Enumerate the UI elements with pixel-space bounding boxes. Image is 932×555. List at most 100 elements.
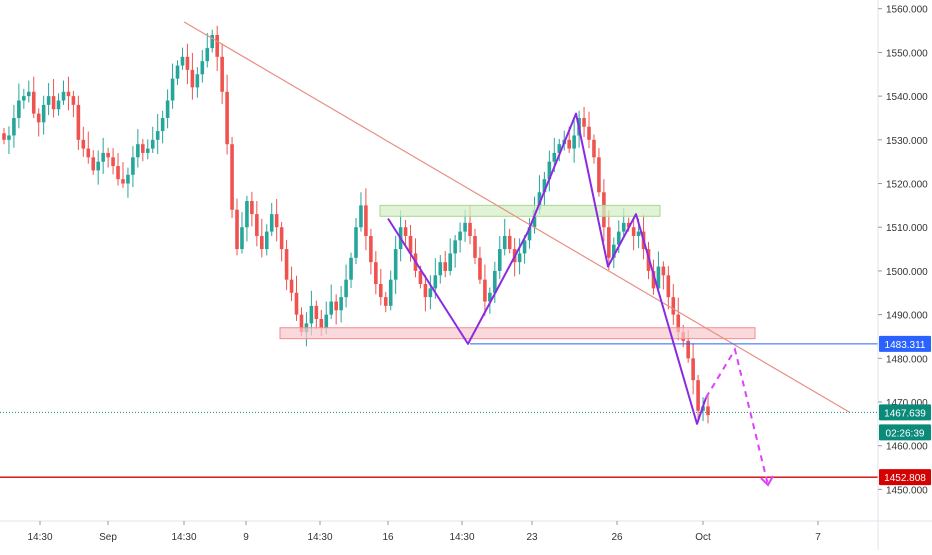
countdown-tag: 02:26:39 bbox=[879, 424, 931, 441]
candle-body bbox=[86, 148, 91, 158]
candle-body bbox=[61, 91, 66, 101]
candle-body bbox=[289, 279, 294, 293]
candle-body bbox=[621, 222, 626, 232]
y-tick-label: 1540.000 bbox=[886, 92, 928, 103]
price-labels-layer: 1483.311 1467.639 02:26:39 1452.808 bbox=[879, 335, 931, 486]
candle-body bbox=[656, 266, 661, 289]
price-tag-lower: 1452.808 bbox=[879, 469, 931, 486]
x-tick-label: 14:30 bbox=[307, 532, 332, 543]
x-tick-label: 14:30 bbox=[171, 532, 196, 543]
candle-body bbox=[661, 266, 666, 276]
drawings-layer bbox=[0, 21, 878, 487]
candle-body bbox=[180, 56, 185, 66]
price-tag-lower-bg bbox=[879, 469, 931, 486]
candle-body bbox=[651, 270, 656, 289]
candle-body bbox=[443, 262, 448, 271]
x-tick-label: 14:30 bbox=[27, 532, 52, 543]
descending-trendline bbox=[183, 21, 851, 414]
candle-body bbox=[155, 131, 160, 140]
candle-body bbox=[483, 279, 487, 302]
candle-body bbox=[264, 231, 269, 250]
candle-body bbox=[527, 227, 532, 241]
candle-body bbox=[438, 262, 443, 276]
candle-body bbox=[324, 314, 329, 328]
candle-body bbox=[473, 235, 477, 258]
candle-body bbox=[235, 209, 239, 250]
candle-body bbox=[542, 179, 547, 193]
candle-body bbox=[502, 235, 507, 250]
candle-body bbox=[225, 91, 229, 145]
candle-body bbox=[71, 96, 76, 105]
candle-body bbox=[141, 144, 145, 153]
support-zone bbox=[279, 327, 756, 340]
price-tag-current: 1467.639 bbox=[879, 404, 931, 421]
candle-body bbox=[612, 244, 616, 258]
zigzag-pattern bbox=[387, 112, 707, 425]
candle-body bbox=[626, 222, 631, 228]
x-tick-label: 16 bbox=[382, 532, 394, 543]
candle-body bbox=[200, 61, 205, 75]
candle-body bbox=[314, 305, 319, 319]
x-tick-label: 9 bbox=[243, 532, 249, 543]
candle-body bbox=[478, 257, 482, 280]
price-tag-upper: 1483.311 bbox=[879, 335, 931, 352]
candle-body bbox=[388, 279, 393, 306]
candle-body bbox=[294, 292, 299, 315]
candle-body bbox=[205, 48, 210, 62]
candle-body bbox=[250, 201, 254, 215]
candle-body bbox=[121, 179, 125, 184]
y-tick-label: 1510.000 bbox=[886, 223, 928, 234]
candle-body bbox=[17, 100, 21, 118]
candle-body bbox=[607, 227, 611, 258]
candle-body bbox=[81, 139, 86, 149]
y-tick-label: 1480.000 bbox=[886, 354, 928, 365]
candle-body bbox=[240, 227, 244, 250]
candle-body bbox=[12, 117, 16, 136]
candle-body bbox=[111, 157, 115, 167]
candle-body bbox=[66, 91, 71, 97]
candle-body bbox=[299, 314, 304, 333]
candle-body bbox=[131, 157, 135, 175]
countdown-tag-text: 02:26:39 bbox=[886, 428, 925, 439]
candle-body bbox=[418, 270, 423, 285]
price-tag-upper-text: 1483.311 bbox=[885, 340, 926, 351]
candle-body bbox=[230, 144, 234, 210]
candle-body bbox=[220, 56, 224, 92]
candle-body bbox=[666, 275, 671, 298]
candle-body bbox=[106, 152, 110, 158]
x-tick-label: Oct bbox=[695, 532, 711, 543]
candle-body bbox=[636, 231, 641, 236]
candle-body bbox=[284, 249, 289, 280]
candle-body bbox=[165, 100, 170, 118]
candle-body bbox=[245, 201, 249, 228]
candle-body bbox=[458, 231, 462, 241]
candle-body bbox=[190, 69, 195, 88]
candle-body bbox=[22, 96, 26, 101]
candle-body bbox=[497, 249, 502, 271]
candle-body bbox=[349, 257, 353, 280]
candle-body bbox=[383, 297, 388, 306]
candle-body bbox=[428, 288, 433, 298]
candle-body bbox=[101, 152, 105, 162]
candle-body bbox=[76, 104, 81, 140]
candle-body bbox=[378, 284, 383, 298]
candle-body bbox=[136, 144, 140, 158]
candle-body bbox=[616, 231, 621, 245]
candle-body bbox=[160, 117, 165, 132]
candle-body bbox=[260, 235, 264, 250]
candle-body bbox=[686, 340, 690, 359]
candle-body bbox=[408, 235, 413, 254]
candle-body bbox=[329, 301, 334, 315]
candle-body bbox=[631, 227, 636, 236]
candle-body bbox=[592, 139, 596, 158]
candle-body bbox=[41, 104, 46, 123]
candle-body bbox=[51, 96, 56, 110]
candle-body bbox=[488, 292, 492, 302]
candle-body bbox=[344, 279, 348, 298]
candle-body bbox=[46, 96, 51, 105]
candle-body bbox=[116, 166, 120, 180]
projection-path bbox=[705, 346, 769, 486]
candle-body bbox=[175, 65, 180, 79]
